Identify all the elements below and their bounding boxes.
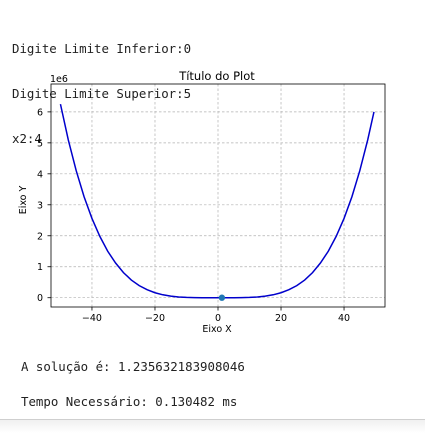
console-line-x2: x2:4 (12, 131, 42, 146)
x-tick-label: 40 (338, 313, 350, 324)
output-bottom-shadow (0, 420, 425, 433)
console-line-lower-limit: Digite Limite Inferior:0 (12, 41, 192, 56)
y-axis-ticks: 0 1 2 3 4 5 6 (37, 107, 51, 304)
plot-title: Título do Plot (178, 69, 255, 83)
y-tick-label: 5 (37, 138, 43, 149)
y-tick-label: 2 (37, 231, 43, 242)
y-axis-label: Eixo Y (18, 186, 29, 215)
y-tick-label: 1 (37, 262, 43, 273)
y-tick-label: 0 (37, 293, 43, 304)
x-axis-label: Eixo X (202, 324, 232, 335)
points-group (218, 294, 226, 301)
y-tick-label: 4 (37, 169, 43, 180)
plot-svg: Título do Plot 1e6 −40 −20 0 20 40 0 1 2 3 4 5 6 E… (18, 69, 386, 335)
y-offset-label: 1e6 (50, 74, 68, 85)
console-output: Digite Limite Inferior:0 Digite Limite S… (12, 11, 191, 161)
plot-figure: Título do Plot 1e6 −40 −20 0 20 40 0 1 2 3 4 5 6 E… (0, 68, 425, 340)
solution-text: A solução é: 1.235632183908046 (21, 359, 245, 374)
x-tick-label: −20 (145, 313, 165, 324)
x-tick-label: −40 (82, 313, 102, 324)
series-line (59, 103, 375, 299)
x-axis-ticks: −40 −20 0 20 40 (82, 307, 350, 324)
output-bottom-border (0, 419, 425, 420)
elapsed-time-text: Tempo Necessário: 0.130482 ms (21, 394, 238, 409)
x-tick-label: 0 (215, 313, 221, 324)
y-tick-label: 3 (37, 200, 43, 211)
solution-point (218, 294, 226, 301)
y-tick-label: 6 (37, 107, 43, 118)
console-line-upper-limit: Digite Limite Superior:5 (12, 86, 192, 101)
x-tick-label: 20 (275, 313, 287, 324)
series-group (59, 103, 375, 299)
grid-lines (51, 84, 385, 307)
